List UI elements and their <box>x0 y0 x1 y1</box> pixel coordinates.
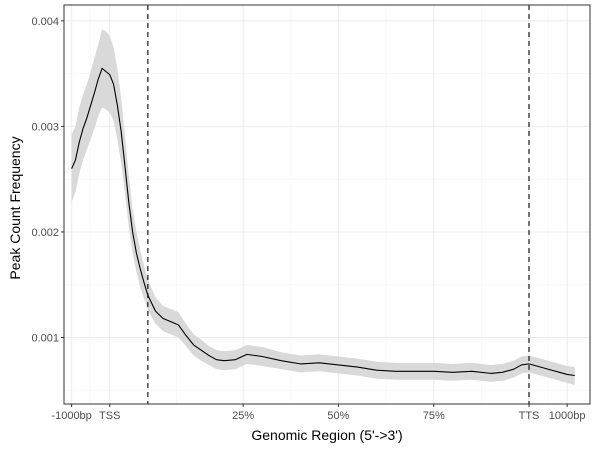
peak-frequency-line <box>71 67 575 377</box>
x-tick-label: 1000bp <box>549 410 586 422</box>
x-tick-label: TSS <box>99 410 120 422</box>
x-axis-title: Genomic Region (5'->3') <box>251 427 402 443</box>
x-tick-label: TTS <box>519 410 540 422</box>
y-tick-label: 0.002 <box>31 227 59 239</box>
y-axis-title: Peak Count Frequency <box>7 136 23 279</box>
y-tick-label: 0.001 <box>31 333 59 345</box>
axis-layer: -1000bp TSS 25% 50% 75% TTS 1000bp 0.001 0.002 0.… <box>31 16 585 422</box>
x-tick-label: -1000bp <box>51 410 91 422</box>
y-tick-label: 0.003 <box>31 121 59 133</box>
x-tick-label: 25% <box>232 410 254 422</box>
reference-line-layer <box>147 5 530 404</box>
data-line-layer <box>71 67 575 377</box>
x-tick-label: 75% <box>423 410 445 422</box>
panel-border <box>63 4 591 405</box>
x-tick-label: 50% <box>327 410 349 422</box>
y-tick-label: 0.004 <box>31 16 59 28</box>
